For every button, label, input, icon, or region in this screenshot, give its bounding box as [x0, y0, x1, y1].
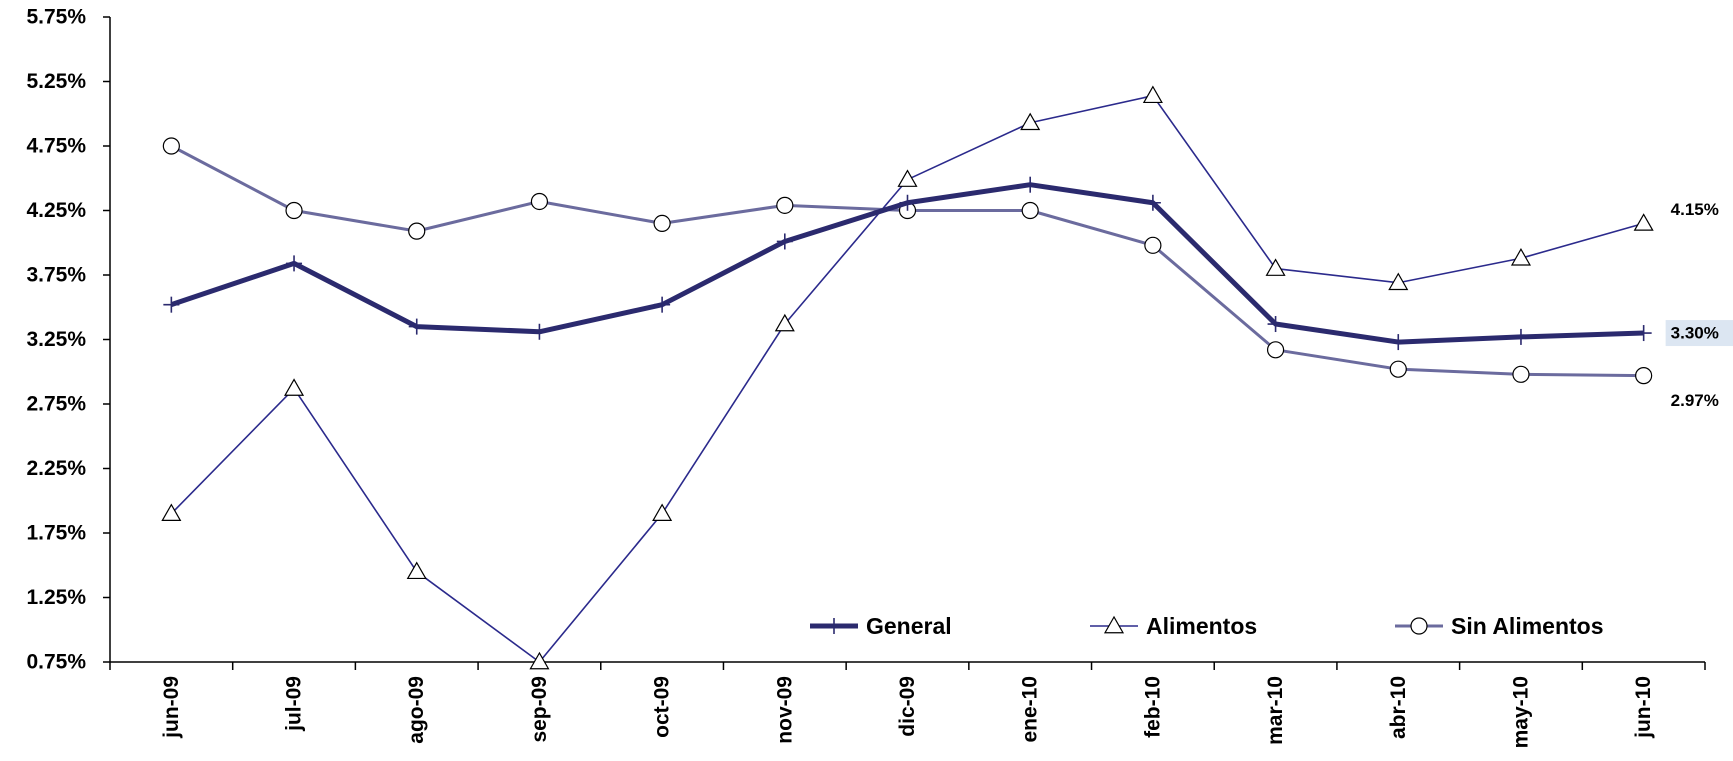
x-tick-label: mar-10	[1264, 676, 1287, 745]
data-point-triangle	[1265, 258, 1286, 276]
axes: 0.75% 1.25% 1.75% 2.25% 2.75% 3.25% 3.75% 4.25%…	[26, 6, 1706, 748]
data-point-plus	[1022, 176, 1039, 193]
data-point-triangle	[652, 503, 673, 522]
end-label-general: 3.30%	[1671, 324, 1719, 343]
data-point-plus	[1635, 325, 1652, 342]
data-point-plus	[654, 296, 671, 313]
data-point-plus	[408, 318, 425, 335]
data-point-circle	[1389, 360, 1407, 378]
x-tick-label: feb-10	[1141, 676, 1164, 738]
data-point-circle	[1410, 617, 1428, 635]
y-tick-label: 5.75%	[26, 6, 86, 29]
data-point-circle	[1512, 365, 1530, 383]
x-tick-label: abr-10	[1387, 676, 1410, 739]
y-tick-label: 1.75%	[26, 522, 86, 545]
x-tick-label: nov-09	[773, 676, 796, 744]
y-tick-label: 3.25%	[26, 328, 86, 351]
y-tick-label: 3.75%	[26, 264, 86, 287]
legend-item-sin-alimentos: Sin Alimentos	[1395, 613, 1604, 639]
data-point-triangle	[284, 378, 305, 396]
legend-item-general: General	[810, 613, 952, 639]
data-point-circle	[1144, 236, 1162, 254]
end-label-alimentos: 4.15%	[1671, 200, 1719, 219]
series-layer	[161, 85, 1654, 670]
x-tick-label: ene-10	[1019, 676, 1042, 743]
x-tick-label: dic-09	[896, 676, 919, 737]
data-point-triangle	[406, 561, 427, 580]
data-point-plus	[776, 233, 793, 250]
x-tick-label: sep-09	[528, 676, 551, 743]
data-point-triangle	[529, 651, 550, 670]
data-point-plus	[1144, 194, 1161, 211]
data-point-circle	[162, 137, 180, 155]
data-point-circle	[530, 192, 549, 211]
x-tick-label: may-10	[1509, 676, 1532, 748]
data-point-triangle	[1388, 272, 1409, 291]
y-tick-label: 4.75%	[26, 135, 86, 158]
data-point-circle	[285, 201, 303, 220]
data-point-triangle	[774, 313, 795, 332]
y-tick-label: 4.25%	[26, 199, 86, 222]
x-tick-label: oct-09	[651, 676, 674, 738]
legend-label: Sin Alimentos	[1451, 613, 1604, 639]
legend-label: Alimentos	[1146, 613, 1257, 639]
data-point-plus	[163, 296, 180, 313]
y-tick-label: 0.75%	[26, 651, 86, 674]
data-point-triangle	[1633, 213, 1654, 231]
x-tick-label: jul-09	[283, 676, 306, 732]
end-label-sin-alimentos: 2.97%	[1671, 391, 1719, 410]
data-point-circle	[408, 222, 426, 240]
series-alimentos	[161, 85, 1654, 670]
data-point-triangle	[1510, 248, 1531, 266]
series-general	[163, 176, 1652, 351]
data-point-plus	[1267, 316, 1284, 333]
data-point-triangle	[161, 503, 182, 522]
legend-label: General	[866, 613, 952, 639]
x-tick-label: jun-10	[1632, 676, 1655, 739]
data-point-plus	[826, 618, 842, 634]
data-point-circle	[776, 196, 794, 214]
data-point-circle	[1021, 201, 1039, 220]
data-point-triangle	[897, 169, 918, 187]
data-point-circle	[1266, 341, 1285, 359]
y-tick-label: 2.25%	[26, 457, 86, 480]
data-point-plus	[1512, 328, 1529, 345]
x-tick-label: ago-09	[405, 676, 428, 744]
data-point-circle	[1635, 367, 1653, 385]
data-point-circle	[653, 214, 671, 232]
legend-item-alimentos: Alimentos	[1090, 613, 1257, 639]
y-tick-label: 1.25%	[26, 586, 86, 609]
end-label-highlight	[1665, 320, 1733, 347]
data-point-triangle	[1020, 112, 1041, 131]
data-point-plus	[899, 194, 916, 211]
y-tick-label: 2.75%	[26, 393, 86, 416]
y-tick-label: 5.25%	[26, 70, 86, 93]
end-labels: 4.15% 3.30% 2.97%	[1665, 200, 1733, 410]
data-point-triangle	[1103, 615, 1125, 634]
data-point-plus	[286, 255, 303, 272]
data-point-triangle	[1142, 85, 1163, 104]
data-point-plus	[1390, 334, 1407, 351]
x-tick-label: jun-09	[160, 676, 183, 739]
data-point-plus	[531, 323, 548, 340]
legend: General Alimentos Sin Alimentos	[810, 613, 1604, 639]
